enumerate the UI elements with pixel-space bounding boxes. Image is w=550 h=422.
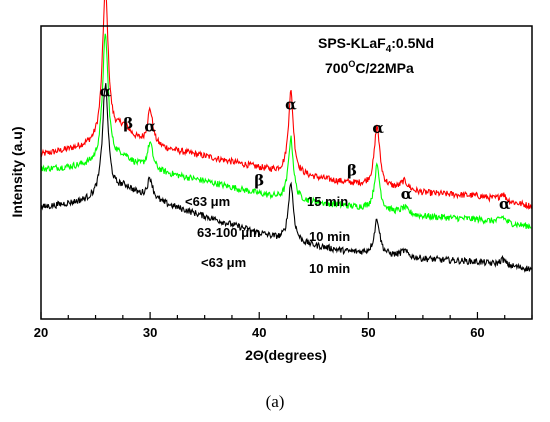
series-1-size-label: <63 μm — [185, 194, 230, 209]
x-tick-label: 60 — [470, 325, 484, 340]
series-line-3 — [40, 83, 532, 273]
series-2-size-label: 63-100 μm — [197, 225, 261, 240]
x-tick-label: 50 — [361, 325, 375, 340]
y-axis-title: Intensity (a.u) — [9, 126, 25, 217]
peak-label: α — [100, 82, 112, 100]
peak-label: β — [254, 172, 264, 190]
series-3-size-label: <63 μm — [201, 255, 246, 270]
peak-label: α — [499, 195, 511, 213]
x-tick-label: 30 — [143, 325, 157, 340]
sample-title: SPS-KLaF4:0.5Nd — [318, 35, 434, 55]
series-3-time-label: 10 min — [309, 261, 350, 276]
peak-label: α — [285, 96, 297, 114]
x-tick-label: 20 — [34, 325, 48, 340]
peak-label: α — [144, 117, 156, 135]
plot-frame — [40, 25, 533, 320]
process-condition: 700OC/22MPa — [325, 59, 414, 76]
peak-label: α — [372, 119, 384, 137]
series-1-time-label: 15 min — [307, 194, 348, 209]
series-line-2 — [40, 33, 532, 229]
series-line-1 — [40, 0, 532, 211]
figure-caption: (a) — [265, 392, 285, 411]
peak-label: α — [401, 185, 413, 203]
peak-label: β — [347, 161, 357, 179]
series-2-time-label: 10 min — [309, 229, 350, 244]
peak-label: β — [123, 115, 133, 133]
series-layer — [40, 0, 532, 273]
x-axis-title: 2Θ(degrees) — [245, 347, 327, 363]
x-tick-label: 40 — [252, 325, 266, 340]
x-axis: 20 30 40 50 60 — [34, 312, 533, 340]
